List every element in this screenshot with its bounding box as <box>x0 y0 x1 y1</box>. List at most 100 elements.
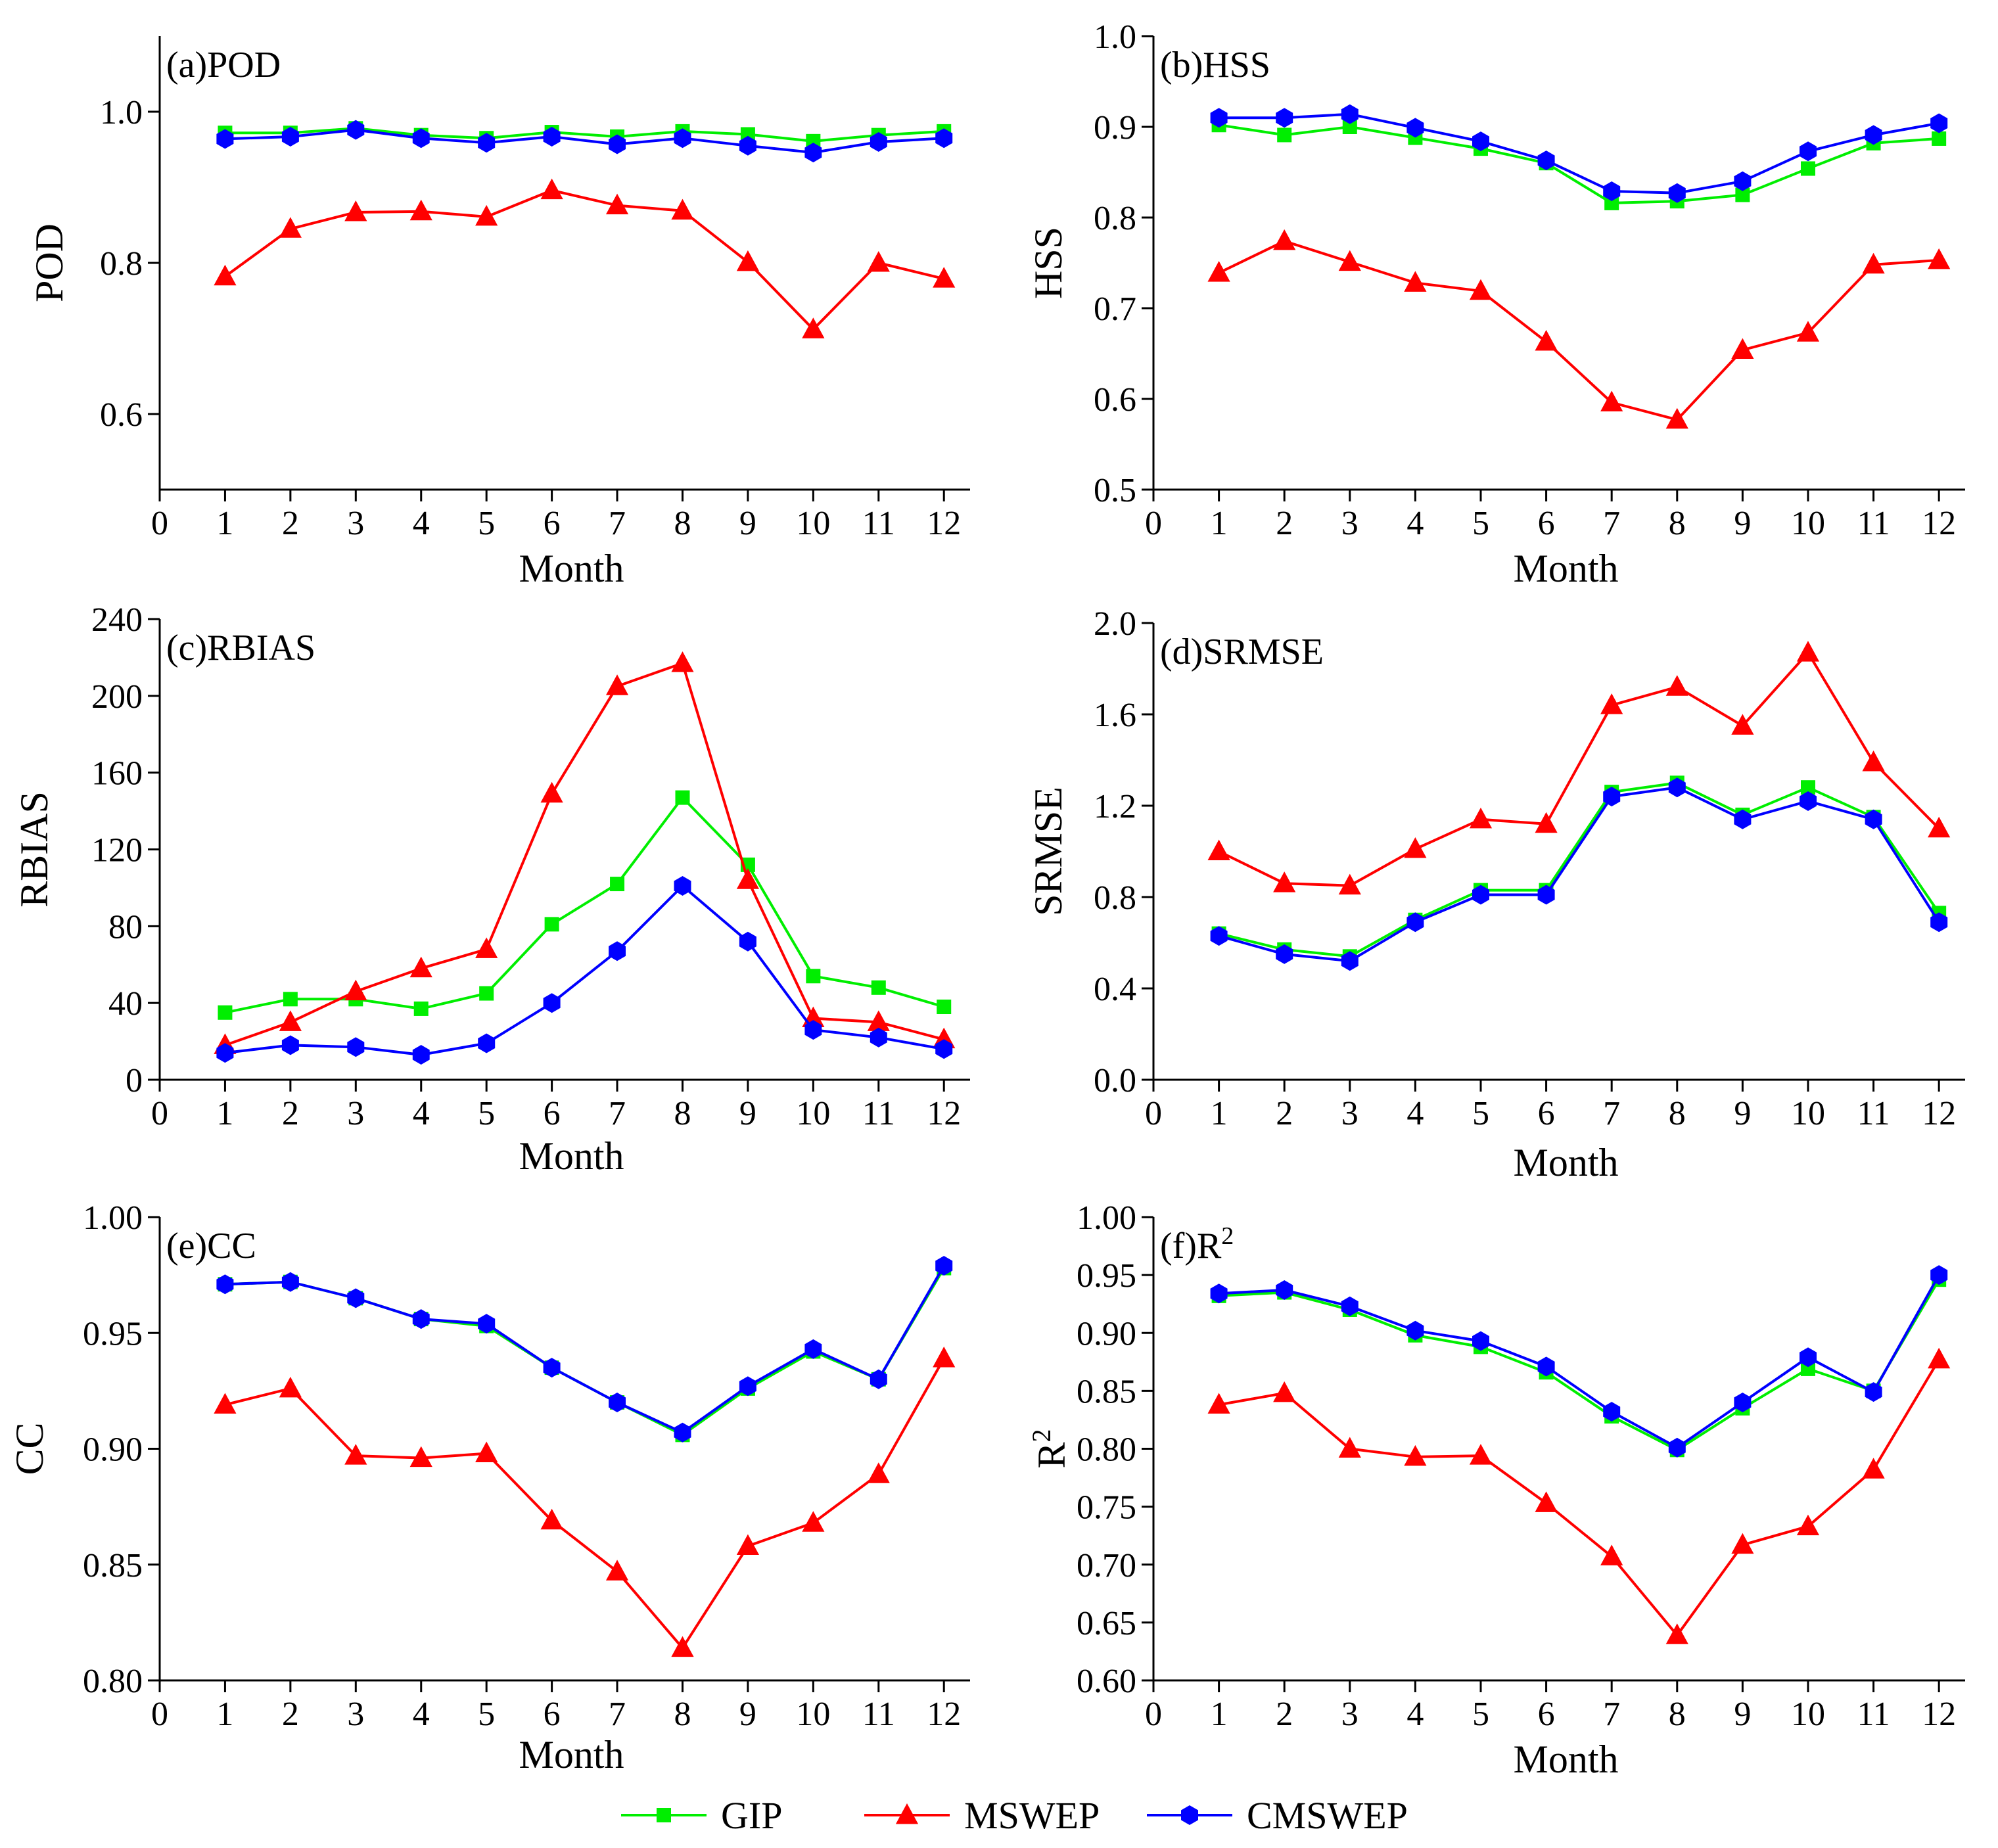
x-tick-label: 0 <box>1145 505 1162 542</box>
series-gip <box>218 121 952 149</box>
data-point-mswep <box>1600 693 1623 714</box>
data-point-cmswep <box>609 1393 626 1412</box>
x-tick-label: 6 <box>544 505 561 542</box>
data-point-mswep <box>1338 873 1361 895</box>
x-axis-title: Month <box>519 547 624 590</box>
data-point-mswep <box>540 1508 563 1530</box>
data-point-cmswep <box>1406 1320 1424 1341</box>
x-tick-label: 7 <box>609 505 626 542</box>
legend-item-gip: GIP <box>621 1794 782 1837</box>
y-tick-label: 0.80 <box>1077 1431 1136 1469</box>
data-point-cmswep <box>804 1020 822 1040</box>
x-tick-label: 0 <box>1145 1095 1162 1132</box>
x-tick-label: 11 <box>1857 1696 1890 1733</box>
data-point-cmswep <box>674 128 691 149</box>
data-point-gip <box>806 969 821 984</box>
series-line-cmswep <box>225 128 944 154</box>
series-line-gip <box>1219 781 1940 958</box>
x-tick-label: 3 <box>1341 1095 1359 1132</box>
data-point-mswep <box>1207 1393 1230 1414</box>
x-tick-label: 0 <box>151 1696 168 1733</box>
series-mswep <box>1207 1347 1951 1644</box>
series-mswep <box>214 651 956 1054</box>
x-tick-label: 7 <box>1603 1095 1620 1132</box>
panel-label: (d)SRMSE <box>1160 632 1324 672</box>
data-point-mswep <box>736 250 760 271</box>
data-point-cmswep <box>1930 113 1948 133</box>
x-tick-label: 3 <box>347 505 364 542</box>
x-axis-title: Month <box>1513 1141 1618 1184</box>
data-point-cmswep <box>1210 926 1228 946</box>
data-point-cmswep <box>739 1376 756 1397</box>
data-point-cmswep <box>412 128 430 149</box>
x-tick-label: 7 <box>1603 1696 1620 1733</box>
y-tick-label: 0.90 <box>83 1431 143 1469</box>
series-line-gip <box>225 127 944 143</box>
data-point-cmswep <box>739 135 756 156</box>
x-tick-label: 5 <box>478 1696 495 1733</box>
data-point-gip <box>610 877 625 892</box>
panel-label: (a)POD <box>166 45 281 85</box>
series-line-mswep <box>1219 1358 1940 1637</box>
x-tick-label: 6 <box>544 1095 561 1132</box>
series-cmswep <box>1210 777 1948 971</box>
data-point-mswep <box>1928 816 1951 838</box>
data-point-mswep <box>1862 252 1885 274</box>
data-point-cmswep <box>347 120 365 140</box>
x-tick-label: 5 <box>478 1095 495 1132</box>
data-point-mswep <box>1796 321 1820 342</box>
data-point-cmswep <box>870 132 887 152</box>
y-tick-label: 0.70 <box>1077 1547 1136 1584</box>
data-point-mswep <box>1535 812 1558 833</box>
data-point-mswep <box>671 651 694 672</box>
data-point-cmswep <box>1930 912 1948 933</box>
data-point-cmswep <box>1276 1280 1293 1300</box>
x-tick-label: 9 <box>739 1095 756 1132</box>
data-point-cmswep <box>739 931 756 952</box>
x-axis-title: Month <box>1513 547 1618 590</box>
data-point-cmswep <box>1472 1331 1489 1351</box>
series-line-mswep <box>224 662 944 1047</box>
panel-label: (e)CC <box>166 1226 256 1266</box>
data-point-cmswep <box>478 1033 496 1053</box>
data-point-cmswep <box>1537 885 1555 905</box>
data-point-gip <box>871 980 886 995</box>
data-point-mswep <box>1600 390 1623 412</box>
data-point-gip <box>1800 1361 1815 1376</box>
legend: GIP MSWEP CMSWEP <box>621 1794 1408 1837</box>
data-point-mswep <box>736 868 760 889</box>
x-tick-label: 8 <box>1669 505 1686 542</box>
data-point-cmswep <box>1537 150 1555 171</box>
y-tick-label: 0 <box>126 1062 143 1099</box>
data-point-mswep <box>1862 1458 1885 1479</box>
y-tick-label: 0.8 <box>1094 200 1136 237</box>
y-tick-label: 0.9 <box>1094 109 1136 147</box>
y-tick-label: 0.75 <box>1077 1489 1136 1527</box>
data-point-gip <box>1735 187 1750 202</box>
series-line-gip <box>224 796 944 1014</box>
x-tick-label: 2 <box>1276 1095 1293 1132</box>
data-point-mswep <box>1862 750 1885 772</box>
x-tick-label: 11 <box>862 1095 895 1132</box>
panel-label: (c)RBIAS <box>166 628 315 668</box>
data-point-gip <box>413 1001 429 1016</box>
data-point-mswep <box>1928 248 1951 269</box>
x-tick-label: 2 <box>282 505 299 542</box>
data-point-cmswep <box>1734 809 1752 829</box>
data-point-mswep <box>1469 807 1493 829</box>
data-point-mswep <box>1207 261 1230 282</box>
data-point-cmswep <box>216 129 234 149</box>
data-point-mswep <box>802 1511 825 1532</box>
y-tick-label: 0.8 <box>100 245 143 283</box>
data-point-mswep <box>1535 1491 1558 1512</box>
data-point-mswep <box>475 937 498 958</box>
data-point-gip <box>1932 131 1947 146</box>
x-tick-label: 1 <box>1211 1696 1228 1733</box>
data-point-cmswep <box>1406 118 1424 138</box>
legend-label: MSWEP <box>964 1794 1100 1837</box>
y-tick-label: 0.5 <box>1094 472 1136 509</box>
data-point-gip <box>937 1000 952 1015</box>
x-tick-label: 10 <box>796 1696 830 1733</box>
y-tick-label: 0.95 <box>1077 1257 1136 1295</box>
